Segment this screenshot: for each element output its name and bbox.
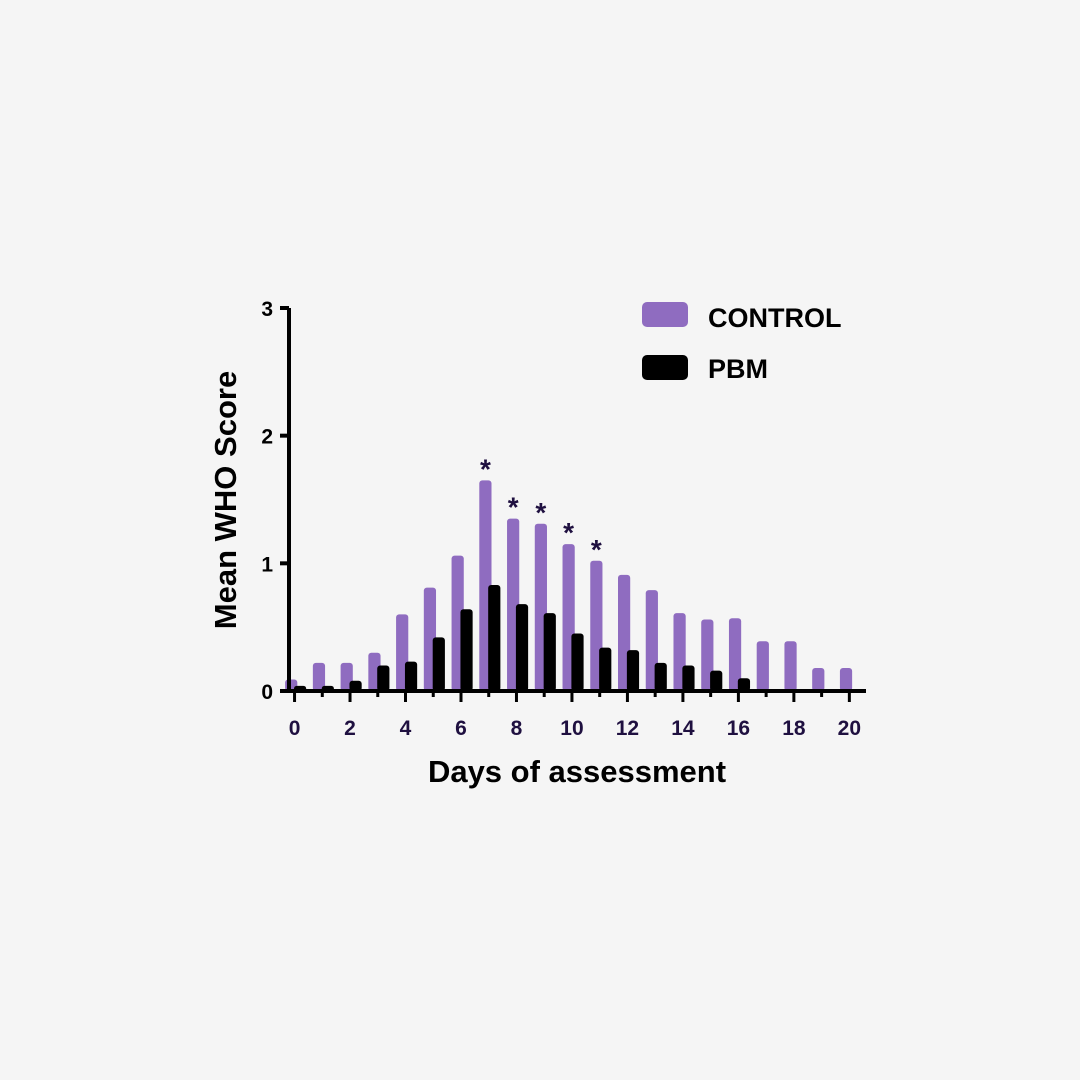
significance-markers: * * * * * [480,453,602,564]
bar-control-day-1 [312,662,326,691]
x-axis-title: Days of assessment [428,754,726,789]
bar-pbm-day-4 [404,661,418,691]
legend-label-pbm: PBM [708,354,768,384]
significance-asterisk-day-10: * [563,517,574,548]
bar-control-day-20 [839,668,853,691]
x-tick-label-20: 20 [838,717,861,740]
x-tick-label-8: 8 [511,717,523,740]
bar-control-day-16 [728,618,742,691]
x-tick-label-0: 0 [289,717,301,740]
x-tick-label-14: 14 [671,717,695,740]
y-axis-title: Mean WHO Score [208,371,243,629]
significance-asterisk-day-9: * [535,497,546,528]
bar-pbm-day-16 [737,678,751,691]
bar-pbm-day-3 [377,665,390,691]
x-tick-label-18: 18 [782,717,806,740]
x-tick-label-4: 4 [400,717,412,740]
legend-swatch-control [642,302,688,327]
x-tick-label-2: 2 [344,717,356,740]
significance-asterisk-day-11: * [591,534,602,565]
significance-asterisk-day-8: * [508,492,519,523]
bar-pbm-day-5 [432,637,445,691]
y-tick-label-1: 1 [261,553,273,576]
bar-pbm-day-11 [599,647,612,691]
y-tick-label-2: 2 [261,426,273,449]
bar-control-day-19 [812,668,825,691]
legend-label-control: CONTROL [708,303,841,333]
bar-pbm-day-2 [349,680,362,691]
x-tick-label-10: 10 [560,717,583,740]
bar-pbm-day-12 [626,650,640,691]
significance-asterisk-day-7: * [480,453,491,484]
bars-group [285,480,853,691]
bar-pbm-day-7 [488,585,501,691]
bar-control-day-18 [784,641,797,691]
bar-pbm-day-13 [654,662,667,691]
legend: CONTROL PBM [642,302,841,384]
bar-pbm-day-15 [710,670,723,691]
x-tick-label-16: 16 [727,717,750,740]
y-tick-label-3: 3 [261,298,273,321]
bar-pbm-day-14 [682,665,695,691]
x-tick-label-6: 6 [455,717,467,740]
bar-pbm-day-8 [515,604,529,691]
bar-pbm-day-6 [460,609,473,691]
bar-pbm-day-9 [543,613,556,691]
axes-group [287,308,866,693]
legend-swatch-pbm [642,355,688,380]
y-tick-label-0: 0 [261,681,273,704]
bar-pbm-day-10 [571,633,584,691]
x-tick-label-12: 12 [616,717,639,740]
bar-control-day-17 [756,641,769,691]
